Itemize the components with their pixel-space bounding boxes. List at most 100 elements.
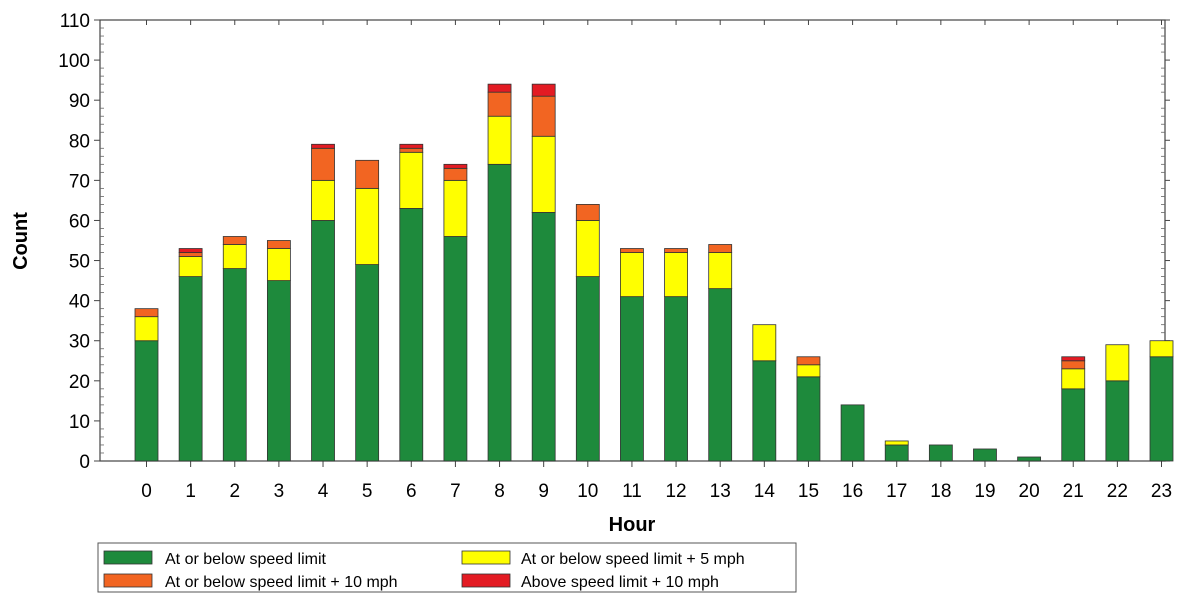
bar-segment bbox=[620, 252, 644, 298]
legend-swatch bbox=[461, 550, 511, 565]
bar-segment bbox=[1149, 340, 1174, 358]
bar-segment bbox=[487, 91, 512, 117]
x-tick-label: 4 bbox=[318, 481, 329, 502]
bar-segment bbox=[355, 159, 380, 189]
bar-segment bbox=[796, 364, 821, 378]
x-tick-label: 15 bbox=[798, 481, 819, 502]
bar-segment bbox=[178, 252, 203, 257]
x-tick-label: 13 bbox=[710, 481, 731, 502]
y-tick-label: 20 bbox=[69, 372, 90, 393]
bar-segment bbox=[355, 187, 380, 265]
bar-segment bbox=[311, 179, 335, 221]
legend-label: At or below speed limit + 10 mph bbox=[165, 574, 398, 591]
bar-segment bbox=[1061, 360, 1086, 370]
bar-segment bbox=[928, 444, 953, 462]
bar-segment bbox=[1061, 388, 1086, 462]
bar-segment bbox=[311, 143, 335, 149]
bar-segment bbox=[399, 147, 424, 153]
x-tick-label: 7 bbox=[450, 481, 461, 502]
x-tick-label: 21 bbox=[1063, 481, 1084, 502]
x-tick-label: 14 bbox=[754, 481, 776, 502]
bar-segment bbox=[443, 167, 468, 181]
bar-segment bbox=[311, 147, 335, 181]
x-tick-label: 17 bbox=[886, 481, 907, 502]
bar-segment bbox=[178, 256, 203, 277]
x-tick-label: 19 bbox=[974, 481, 995, 502]
bar-segment bbox=[222, 236, 247, 245]
bar-segment bbox=[178, 276, 203, 462]
bar-segment bbox=[752, 324, 777, 362]
bar-segment bbox=[664, 296, 688, 462]
bar-segment bbox=[531, 212, 556, 462]
legend-label: Above speed limit + 10 mph bbox=[521, 574, 719, 591]
bar-segment bbox=[266, 248, 291, 281]
bar-segment bbox=[1105, 344, 1130, 382]
x-tick-label: 23 bbox=[1151, 481, 1172, 502]
bar-segment bbox=[708, 244, 733, 253]
x-tick-label: 1 bbox=[185, 481, 196, 502]
bar-segment bbox=[708, 288, 733, 462]
y-tick-label: 90 bbox=[69, 91, 90, 112]
y-axis-title: Count bbox=[10, 212, 32, 270]
legend-box bbox=[97, 542, 797, 593]
y-tick-label: 10 bbox=[69, 412, 90, 433]
bar-segment bbox=[222, 244, 247, 269]
y-tick-label: 100 bbox=[58, 51, 90, 72]
bar-segment bbox=[796, 376, 821, 462]
bar-segment bbox=[840, 404, 865, 462]
bar-segment bbox=[575, 220, 600, 277]
x-axis: 0 1 2 3 4 5 6 7 8 9 10 11 12 13 14 15 16 17 18 19 20 21 22 23 bbox=[141, 20, 1172, 502]
legend-label: At or below speed limit + 5 mph bbox=[521, 551, 745, 568]
y-tick-label: 0 bbox=[79, 452, 90, 473]
legend: At or below speed limit At or below speed… bbox=[97, 542, 797, 593]
y-tick-label: 50 bbox=[69, 252, 90, 273]
bar-segment bbox=[973, 448, 997, 462]
bar-segment bbox=[399, 208, 424, 462]
x-tick-label: 9 bbox=[538, 481, 549, 502]
bar-segment bbox=[266, 240, 291, 249]
bar-segment bbox=[311, 220, 335, 462]
bar-segment bbox=[796, 356, 821, 366]
bar-segment bbox=[531, 135, 556, 213]
bar-segment bbox=[620, 248, 644, 253]
bar-segment bbox=[575, 276, 600, 462]
x-tick-label: 3 bbox=[274, 481, 285, 502]
legend-swatch bbox=[461, 573, 511, 588]
bar-segment bbox=[134, 308, 159, 318]
bar-segment bbox=[266, 280, 291, 462]
x-tick-label: 18 bbox=[930, 481, 951, 502]
x-tick-label: 10 bbox=[577, 481, 598, 502]
y-axis: 0 10 20 30 40 50 60 70 80 90 100 110 bbox=[58, 11, 1170, 473]
bar-segment bbox=[664, 248, 688, 253]
bar-segment bbox=[752, 360, 777, 462]
y-tick-label: 40 bbox=[69, 292, 90, 313]
x-axis-title: Hour bbox=[609, 514, 656, 536]
bar-segment bbox=[1061, 368, 1086, 390]
y-tick-label: 70 bbox=[69, 171, 90, 192]
bar-segment bbox=[443, 236, 468, 462]
x-tick-label: 8 bbox=[494, 481, 505, 502]
x-tick-label: 16 bbox=[842, 481, 863, 502]
y-tick-label: 80 bbox=[69, 131, 90, 152]
bars bbox=[134, 83, 1174, 462]
bar-segment bbox=[531, 83, 556, 97]
y-tick-label: 60 bbox=[69, 211, 90, 232]
bar-segment bbox=[1061, 356, 1086, 362]
bar-segment bbox=[487, 115, 512, 165]
legend-swatch bbox=[103, 573, 153, 588]
x-tick-label: 0 bbox=[141, 481, 152, 502]
bar-segment bbox=[487, 163, 512, 462]
bar-segment bbox=[443, 179, 468, 237]
x-tick-label: 11 bbox=[622, 481, 642, 502]
bar-segment bbox=[884, 444, 909, 462]
legend-label: At or below speed limit bbox=[165, 551, 327, 568]
bar-segment bbox=[1149, 356, 1174, 462]
bar-segment bbox=[134, 340, 159, 462]
bar-segment bbox=[1105, 380, 1130, 462]
bar-segment bbox=[355, 264, 380, 462]
x-tick-label: 5 bbox=[362, 481, 373, 502]
bar-segment bbox=[708, 252, 733, 290]
y-tick-label: 30 bbox=[69, 332, 90, 353]
x-tick-label: 6 bbox=[406, 481, 417, 502]
